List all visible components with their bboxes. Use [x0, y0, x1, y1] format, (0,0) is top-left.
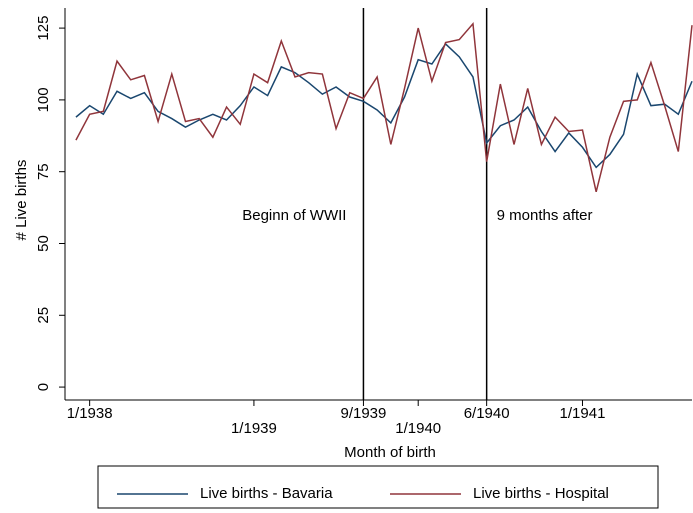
x-axis-title: Month of birth: [344, 444, 436, 461]
y-tick-label: 0: [35, 383, 52, 391]
x-tick-label: 1/1938: [67, 405, 113, 422]
x-tick-label: 6/1940: [464, 405, 510, 422]
x-tick-label: 1/1941: [560, 405, 606, 422]
annotation: Beginn of WWII: [242, 207, 346, 224]
annotation: 9 months after: [497, 207, 593, 224]
series-line: [75, 42, 693, 169]
y-tick-label: 125: [35, 16, 52, 41]
legend-label: Live births - Hospital: [473, 485, 609, 502]
x-tick-label: 1/1939: [231, 420, 277, 437]
y-tick-label: 25: [35, 307, 52, 324]
y-tick-label: 75: [35, 163, 52, 180]
y-tick-label: 50: [35, 235, 52, 252]
x-tick-label: 1/1940: [395, 420, 441, 437]
y-tick-label: 100: [35, 87, 52, 112]
legend-label: Live births - Bavaria: [200, 485, 333, 502]
legend-box: [97, 465, 659, 509]
y-axis-title: # Live births: [13, 160, 30, 241]
series-line: [75, 21, 693, 192]
x-tick-label: 9/1939: [340, 405, 386, 422]
